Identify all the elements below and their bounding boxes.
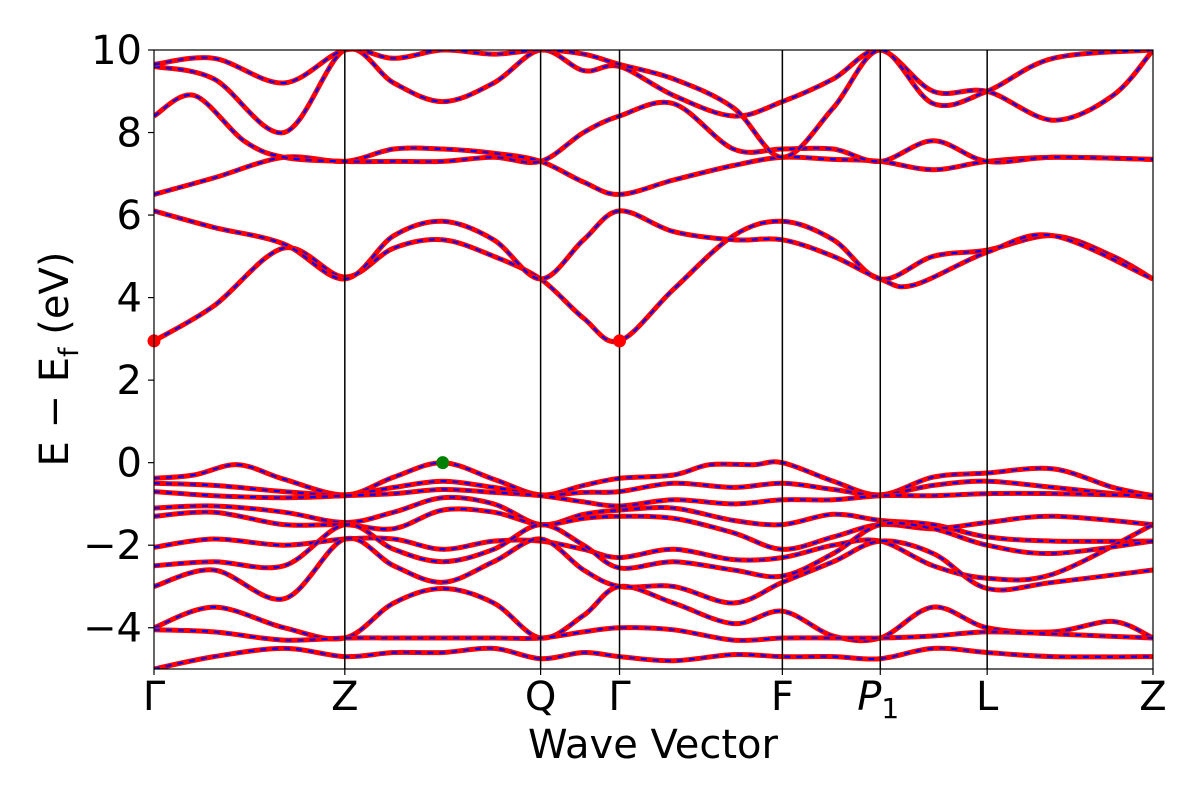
band-1-dashed xyxy=(154,480,1153,499)
band-15-dashed xyxy=(154,50,1153,134)
band-14-dashed xyxy=(154,93,1153,164)
x-tick-label-4: F xyxy=(771,674,794,720)
y-axis-label-unit: (eV) xyxy=(32,252,78,348)
x-tick-label-6: L xyxy=(976,674,999,720)
x-tick-label-5: P1 xyxy=(857,674,899,725)
y-tick-label-5: 6 xyxy=(117,193,142,239)
band-11-solid xyxy=(154,218,1153,345)
y-axis-label: E − Ef (eV) xyxy=(32,252,85,467)
y-axis-label-main: E − E xyxy=(32,357,78,467)
plot-frame xyxy=(153,49,1154,670)
x-axis-label: Wave Vector xyxy=(528,722,779,768)
high-symmetry-lines xyxy=(344,50,988,669)
band-15-solid xyxy=(154,50,1153,136)
band-12-solid xyxy=(154,208,1153,290)
band-8-dashed xyxy=(154,585,1153,642)
x-tick-label-7: Z xyxy=(1139,674,1166,720)
band-0-dashed xyxy=(154,460,1153,497)
y-axis-label-subscript: f xyxy=(54,346,85,357)
marker-vbm xyxy=(436,456,450,470)
bands-layer xyxy=(154,50,1153,669)
band-11-dashed xyxy=(154,220,1153,343)
x-tick-label-0: Γ xyxy=(143,674,166,720)
band-0-solid xyxy=(154,459,1153,499)
x-axis-ticks: Γ Z Q Γ F P1 L Z xyxy=(143,669,1167,725)
band-16-dashed xyxy=(154,50,1153,159)
x-tick-label-3: Γ xyxy=(608,674,631,720)
y-tick-label-4: 4 xyxy=(117,276,142,322)
x-tick-label-5-main: P xyxy=(857,674,882,720)
band-10-solid xyxy=(154,645,1153,669)
extrema-markers xyxy=(147,334,627,470)
y-axis-ticks: −4 −2 0 2 4 6 8 10 xyxy=(83,28,154,652)
y-tick-label-1: −2 xyxy=(83,523,142,569)
band-14-solid xyxy=(154,92,1153,165)
x-tick-label-5-sub: 1 xyxy=(881,692,899,725)
band-13-solid xyxy=(154,145,1153,197)
y-tick-label-0: −4 xyxy=(83,606,142,652)
x-tick-label-1: Z xyxy=(331,674,358,720)
y-tick-label-7: 10 xyxy=(91,28,142,74)
x-tick-label-2: Q xyxy=(525,674,556,720)
marker-cbm-gamma-2 xyxy=(613,334,627,348)
y-tick-label-2: 0 xyxy=(117,441,142,487)
y-tick-label-3: 2 xyxy=(117,358,142,404)
y-tick-label-6: 8 xyxy=(117,111,142,157)
